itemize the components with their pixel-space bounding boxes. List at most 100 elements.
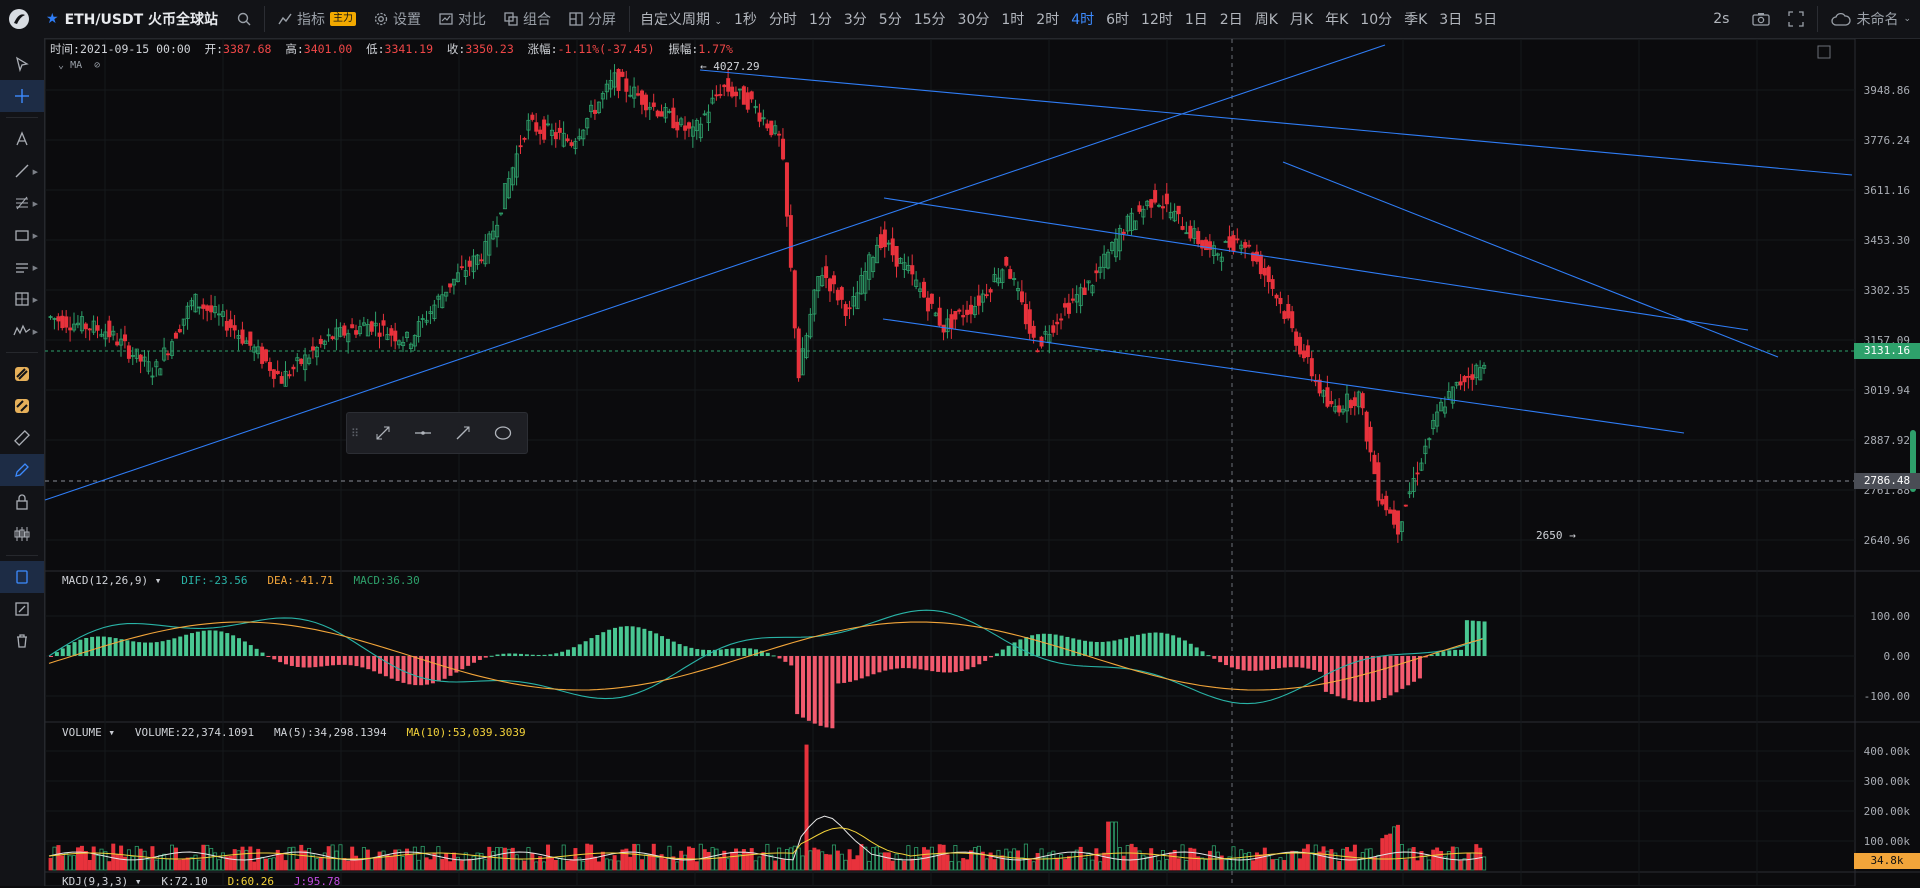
ma5-value: 34,298.1394 (313, 726, 387, 739)
refresh-interval[interactable]: 2s (1713, 11, 1730, 27)
period-tab[interactable]: 10分 (1360, 12, 1393, 28)
candle-body (471, 255, 476, 273)
text-tool[interactable] (0, 123, 44, 155)
period-tab[interactable]: 年K (1325, 12, 1349, 28)
lock-icon (16, 494, 28, 510)
bookmark-tool[interactable] (0, 561, 44, 593)
period-tab[interactable]: 5日 (1474, 12, 1498, 28)
macd-histogram-bar (1400, 656, 1405, 689)
macd-histogram-bar (1476, 621, 1481, 656)
kdj-title[interactable]: KDJ(9,3,3) (62, 875, 129, 888)
period-tab[interactable]: 5分 (878, 12, 902, 28)
wave-tool[interactable]: ▶ (0, 315, 44, 347)
period-tab[interactable]: 3日 (1439, 12, 1463, 28)
candle-body (303, 354, 308, 371)
trend-line-drawing[interactable] (699, 69, 1853, 176)
settings-button[interactable]: 设置 (365, 9, 430, 29)
edit-template-tool[interactable] (0, 593, 44, 625)
candle-body (185, 305, 190, 319)
ray-line-button[interactable] (443, 414, 483, 452)
candle-body (863, 271, 868, 294)
delete-drawings-tool[interactable] (0, 625, 44, 657)
chevron-down-icon[interactable]: ▾ (134, 875, 142, 888)
period-tab[interactable]: 季K (1404, 12, 1428, 28)
period-tab[interactable]: 1秒 (734, 12, 757, 28)
volume-bar (1470, 852, 1475, 871)
screenshot-button[interactable] (1743, 12, 1779, 26)
parallel-channel-tool[interactable]: ▶ (0, 251, 44, 283)
volume-bar (1129, 843, 1134, 871)
macd-histogram-bar (49, 656, 53, 657)
period-tab[interactable]: 2时 (1036, 12, 1060, 28)
candle-body (1016, 288, 1021, 292)
favorite-star-icon[interactable]: ★ (46, 11, 59, 27)
crosshair-tool[interactable] (0, 80, 44, 112)
period-tab[interactable]: 1分 (808, 12, 832, 28)
trend-line-tool[interactable]: ▶ (0, 155, 44, 187)
indicator-button[interactable]: 指标 主力 (269, 9, 365, 29)
measure-tool[interactable] (0, 422, 44, 454)
period-tab[interactable]: 2日 (1219, 12, 1243, 28)
macd-histogram-bar (677, 644, 682, 656)
macd-histogram-bar (430, 656, 435, 684)
chevron-down-icon[interactable]: ▾ (154, 574, 162, 587)
compare-button[interactable]: 对比 (430, 9, 495, 29)
macd-histogram-bar (1447, 650, 1452, 656)
cloud-layout-button[interactable]: 未命名 ⌄ (1822, 9, 1920, 29)
volume-bar (467, 858, 472, 871)
crosshair-price-tag: 2786.48 (1854, 473, 1920, 489)
volume-bar (616, 860, 621, 871)
volume-bar (804, 744, 809, 871)
macd-title[interactable]: MACD(12,26,9) (62, 574, 149, 587)
volume-bar (158, 854, 163, 871)
shape-tool[interactable]: ▶ (0, 219, 44, 251)
cursor-tool[interactable] (0, 48, 44, 80)
trend-line-drawing[interactable] (44, 44, 1386, 501)
chevron-down-icon[interactable]: ▾ (108, 726, 115, 739)
volume-title[interactable]: VOLUME (62, 726, 102, 739)
period-tab[interactable]: 周K (1254, 12, 1278, 28)
period-tab[interactable]: 1时 (1001, 12, 1025, 28)
period-tab[interactable]: 月K (1289, 12, 1314, 28)
fib-tool[interactable]: ▶ (0, 187, 44, 219)
drag-handle-icon[interactable]: ⠿ (350, 426, 360, 440)
period-tab[interactable]: 3分 (843, 12, 867, 28)
magnet-tool[interactable] (0, 358, 44, 390)
eye-hidden-icon[interactable]: ⊘ (94, 60, 101, 71)
period-tab[interactable]: 30分 (957, 12, 990, 28)
volume-bar (1474, 844, 1479, 871)
trend-line-drawing[interactable] (882, 318, 1685, 434)
floating-draw-toolbar[interactable]: ⠿ (346, 412, 528, 454)
period-tab[interactable]: 4时 (1071, 12, 1095, 28)
fullscreen-button[interactable] (1779, 11, 1813, 27)
volume-bar (1133, 847, 1138, 871)
pane-maximize-icon[interactable] (1817, 45, 1831, 59)
candle-body (914, 279, 919, 287)
volume-bar (518, 858, 523, 871)
ma-toggle[interactable]: ⌄ MA ⊘ (58, 60, 100, 71)
line-segment-button[interactable] (363, 414, 403, 452)
trend-line-drawing[interactable] (883, 197, 1749, 331)
grid-tool[interactable]: ▶ (0, 283, 44, 315)
candle-body (1219, 256, 1224, 262)
ellipse-button[interactable] (483, 414, 523, 452)
trend-line-drawing[interactable] (1282, 161, 1779, 358)
period-tab[interactable]: 1日 (1184, 12, 1208, 28)
keep-drawing-tool[interactable] (0, 454, 44, 486)
symbol-selector[interactable]: ★ ETH/USDT 火币全球站 (38, 9, 228, 29)
horizontal-line-button[interactable] (403, 414, 443, 452)
period-tab[interactable]: 15分 (913, 12, 946, 28)
custom-period-dropdown[interactable]: 自定义周期 ⌄ (634, 9, 728, 29)
split-screen-button[interactable]: 分屏 (560, 9, 625, 29)
lock-drawings-tool[interactable] (0, 486, 44, 518)
period-tab[interactable]: 分时 (768, 12, 797, 28)
macd-histogram-bar (319, 656, 324, 667)
period-tab[interactable]: 6时 (1106, 12, 1130, 28)
combine-button[interactable]: 组合 (495, 9, 560, 29)
period-tab[interactable]: 12时 (1141, 12, 1173, 28)
symbol-search-button[interactable] (228, 12, 260, 26)
volume-bar (1055, 857, 1060, 871)
strong-magnet-tool[interactable] (0, 390, 44, 422)
hide-drawings-tool[interactable] (0, 518, 44, 550)
